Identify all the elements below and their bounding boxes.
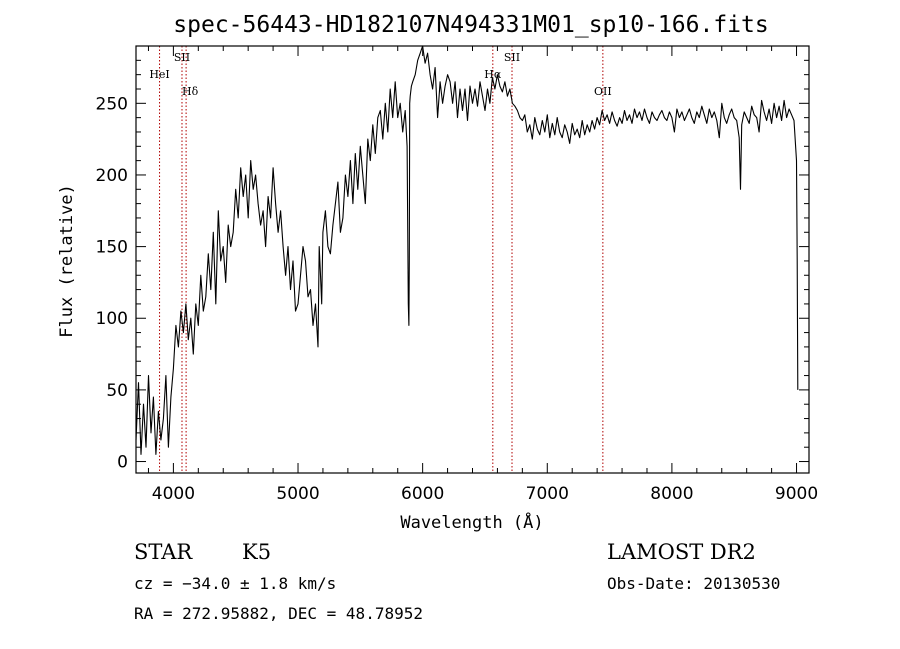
obs-date: Obs-Date: 20130530 [607, 574, 780, 593]
y-tick-label: 150 [96, 238, 128, 258]
line-marker-label: HeI [149, 68, 169, 81]
line-marker-label: SII [174, 51, 190, 64]
line-marker-label: SII [504, 51, 520, 64]
y-axis-label: Flux (relative) [57, 184, 77, 338]
object-class: STAR [134, 540, 193, 564]
y-tick-label: 100 [96, 309, 128, 329]
spectrum-line [135, 45, 799, 455]
y-tick-label: 0 [117, 453, 128, 473]
redshift-readout: cz = −34.0 ± 1.8 km/s [134, 574, 336, 593]
line-marker-label: Hα [484, 68, 502, 81]
x-tick-label: 7000 [526, 484, 569, 504]
line-marker-label: Hδ [182, 85, 199, 98]
x-axis-ticks: 4000 5000 6000 7000 8000 9000 [147, 46, 818, 504]
coordinates: RA = 272.95882, DEC = 48.78952 [134, 604, 423, 623]
y-tick-label: 200 [96, 166, 128, 186]
x-axis-label: Wavelength (Å) [400, 511, 543, 533]
chart-title: spec-56443-HD182107N494331M01_sp10-166.f… [173, 12, 768, 38]
spectral-subclass: K5 [242, 540, 271, 564]
y-tick-label: 250 [96, 94, 128, 114]
x-tick-label: 9000 [775, 484, 818, 504]
x-tick-label: 8000 [650, 484, 693, 504]
y-axis-ticks: 0 50 100 150 200 250 [96, 59, 809, 473]
survey-name: LAMOST DR2 [607, 540, 756, 564]
plot-frame [135, 45, 810, 474]
x-tick-label: 5000 [276, 484, 319, 504]
x-tick-label: 6000 [401, 484, 444, 504]
x-tick-label: 4000 [152, 484, 195, 504]
emission-line-markers [159, 46, 604, 473]
y-tick-label: 50 [106, 381, 128, 401]
line-marker-label: OII [594, 85, 612, 98]
